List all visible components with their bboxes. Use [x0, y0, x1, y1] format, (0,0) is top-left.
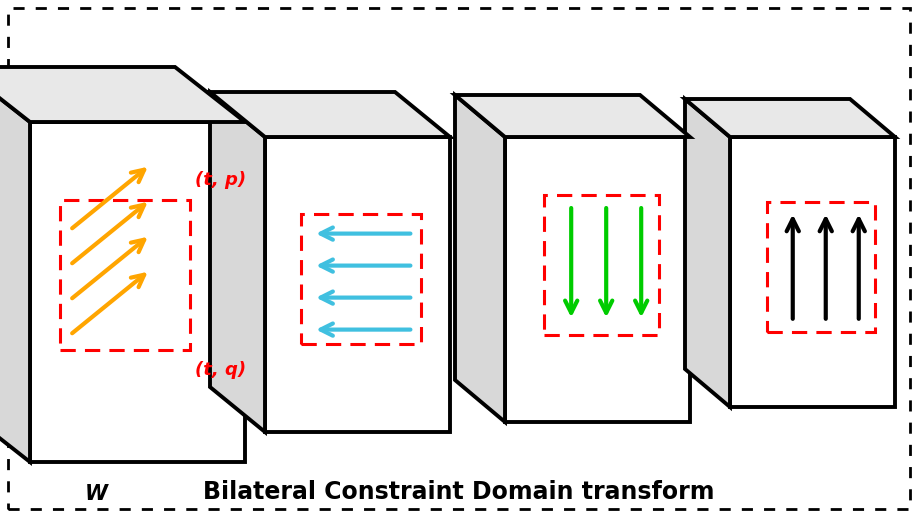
- Text: Bilateral Constraint Domain transform: Bilateral Constraint Domain transform: [203, 480, 715, 504]
- Polygon shape: [265, 137, 450, 432]
- Bar: [60, 200, 190, 350]
- Polygon shape: [455, 95, 505, 422]
- Bar: [767, 202, 875, 331]
- Polygon shape: [0, 67, 245, 122]
- Text: (t, q): (t, q): [195, 361, 246, 379]
- Polygon shape: [505, 137, 690, 422]
- Polygon shape: [685, 99, 730, 407]
- Polygon shape: [455, 95, 690, 137]
- Polygon shape: [685, 99, 895, 137]
- Bar: [301, 214, 421, 344]
- Text: W: W: [85, 484, 108, 504]
- Polygon shape: [210, 92, 450, 137]
- Bar: [543, 195, 659, 335]
- Polygon shape: [210, 92, 265, 432]
- Polygon shape: [730, 137, 895, 407]
- Polygon shape: [0, 67, 30, 462]
- Text: (t, p): (t, p): [195, 171, 246, 189]
- Polygon shape: [30, 122, 245, 462]
